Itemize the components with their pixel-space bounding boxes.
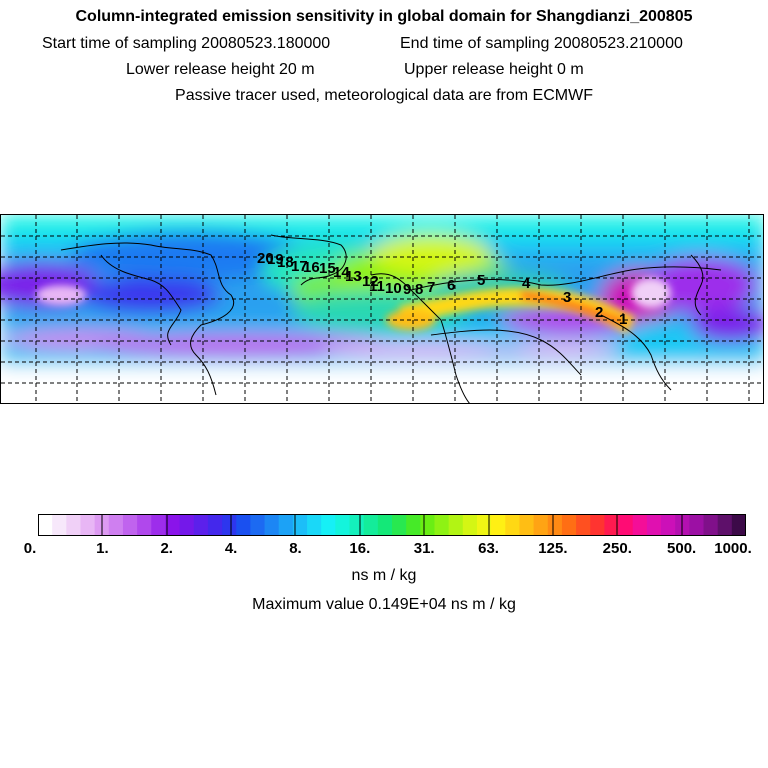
colorbar-swatch (406, 514, 421, 536)
trajectory-label-12: 12 (362, 273, 379, 290)
colorbar-frame (38, 514, 746, 536)
colorbar-tick-label: 8. (289, 540, 302, 557)
colorbar-tick-label: 16. (349, 540, 371, 557)
colorbar-swatch (476, 514, 492, 536)
trajectory-label-19: 19 (267, 251, 284, 268)
maximum-value-label: Maximum value 0.149E+04 ns m / kg (252, 596, 516, 613)
colorbar-swatch (462, 514, 478, 536)
colorbar-swatch (533, 514, 549, 536)
trajectory-label-11: 11 (369, 278, 385, 295)
colorbar-tick-label: 250. (602, 540, 632, 557)
colorbar-swatch (731, 514, 747, 536)
colorbar-swatch (675, 514, 690, 536)
colorbar-swatch (519, 514, 535, 536)
colorbar-swatch (307, 514, 322, 536)
colorbar-swatch (80, 514, 96, 536)
colorbar-swatch (576, 514, 591, 536)
colorbar-swatch (661, 514, 676, 536)
colorbar-swatch (717, 514, 733, 536)
colorbar-tick-label: 1. (96, 540, 109, 557)
colorbar-swatch (292, 514, 308, 536)
colorbar-swatch (363, 514, 379, 536)
end-time-label: End time of sampling 20080523.210000 (400, 35, 683, 52)
colorbar-swatch (207, 514, 223, 536)
trajectory-label-4: 4 (522, 275, 531, 292)
colorbar-swatch (122, 514, 138, 536)
trajectory-label-5: 5 (477, 272, 485, 289)
colorbar-swatch (165, 514, 181, 536)
colorbar-swatch (151, 514, 167, 536)
colorbar-unit-label: ns m / kg (351, 567, 417, 584)
trajectory-label-6: 6 (447, 277, 455, 294)
colorbar-swatch (604, 514, 620, 536)
colorbar-swatch (349, 514, 365, 536)
colorbar-swatch (321, 514, 336, 536)
colorbar-swatch (547, 514, 563, 536)
colorbar-swatches (37, 514, 747, 536)
colorbar-tick-label: 125. (538, 540, 568, 557)
graticule (1, 215, 763, 403)
trajectory-label-10: 10 (385, 280, 402, 297)
colorbar-swatch (222, 514, 237, 536)
start-time-label: Start time of sampling 20080523.180000 (42, 35, 331, 52)
map-canvas: 1 2 3 4 5 6 7 8 9 10 11 12 13 14 15 16 1… (1, 215, 763, 403)
colorbar-tick-label: 0. (23, 540, 37, 557)
trajectory-label-16: 16 (303, 259, 320, 276)
trajectory-label-2: 2 (595, 304, 603, 321)
trajectory-label-3: 3 (563, 289, 571, 306)
colorbar-swatch (264, 514, 280, 536)
trajectory-label-14: 14 (333, 264, 350, 281)
colorbar-swatch (632, 514, 648, 536)
colorbar-tick-label: 31. (413, 540, 435, 557)
colorbar-swatch (193, 514, 209, 536)
colorbar-swatch (448, 514, 464, 536)
colorbar-swatch (335, 514, 351, 536)
colorbar-swatch (618, 514, 634, 536)
colorbar-swatch (66, 514, 82, 536)
trajectory-label-13: 13 (345, 268, 362, 285)
model-note: Passive tracer used, meteorological data… (175, 87, 593, 104)
trajectory-label-17: 17 (291, 258, 308, 275)
upper-release-height-label: Upper release height 0 m (404, 61, 584, 78)
colorbar-swatch (377, 514, 393, 536)
colorbar-swatch (420, 514, 436, 536)
trajectory-label-7: 7 (427, 279, 435, 296)
colorbar-tick-label: 63. (478, 540, 499, 557)
colorbar-swatch (52, 514, 67, 536)
colorbar-tick-label: 4. (224, 540, 238, 557)
colorbar-tick-label: 2. (160, 540, 173, 557)
trajectory-label-8: 8 (415, 281, 423, 298)
colorbar-swatch (137, 514, 152, 536)
lower-release-height-label: Lower release height 20 m (126, 61, 315, 78)
emission-sensitivity-map: 1 2 3 4 5 6 7 8 9 10 11 12 13 14 15 16 1… (0, 214, 764, 404)
colorbar-tick-label: 1000. (714, 540, 752, 557)
plume-core (36, 278, 671, 334)
colorbar-swatch (38, 514, 53, 536)
colorbar-tick-label: 500. (667, 540, 697, 557)
colorbar (37, 514, 747, 536)
colorbar-swatch (278, 514, 294, 536)
colorbar-swatch (236, 514, 251, 536)
colorbar-swatch (505, 514, 521, 536)
colorbar-swatch (689, 514, 705, 536)
trajectory-label-20: 20 (257, 250, 274, 267)
trajectory-label-18: 18 (277, 254, 294, 271)
colorbar-swatch (250, 514, 266, 536)
colorbar-swatch (646, 514, 662, 536)
trajectory-labels: 1 2 3 4 5 6 7 8 9 10 11 12 13 14 15 16 1… (257, 250, 627, 328)
coastlines (60, 234, 722, 403)
colorbar-swatch (491, 514, 506, 536)
colorbar-swatch (590, 514, 605, 536)
trajectory-label-9: 9 (403, 281, 411, 298)
colorbar-swatch (703, 514, 719, 536)
colorbar-swatch (561, 514, 577, 536)
colorbar-swatch (108, 514, 124, 536)
colorbar-swatch (392, 514, 407, 536)
colorbar-swatch (434, 514, 450, 536)
colorbar-swatch (179, 514, 195, 536)
trajectory-label-1: 1 (619, 311, 627, 328)
trajectory-label-15: 15 (319, 260, 336, 277)
plot-title: Column-integrated emission sensitivity i… (75, 8, 693, 25)
